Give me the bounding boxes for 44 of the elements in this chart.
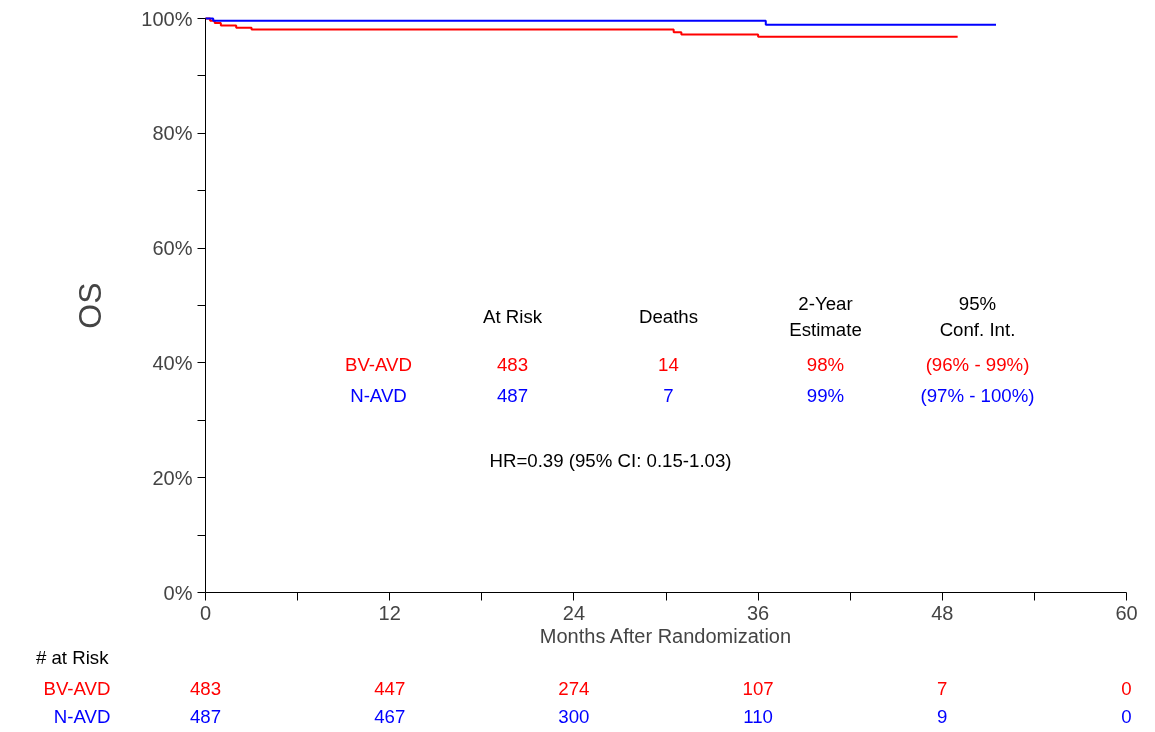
text: 447 (374, 678, 406, 699)
annotation: 483 (496, 354, 529, 375)
y-tick-label: 40% (152, 351, 193, 374)
text: 0 (1121, 678, 1132, 699)
text: 300 (558, 706, 590, 727)
annotation: 2-Year Estimate (789, 293, 862, 340)
x-tick-label: 24 (562, 601, 586, 624)
y-tick-label: 0% (163, 581, 193, 604)
annotation: 487 (496, 385, 529, 406)
text: N-AVD (53, 706, 111, 727)
annotation: 98% (806, 354, 845, 375)
text: 9 (937, 706, 948, 727)
y-tick-label: 80% (152, 122, 193, 145)
annotation: 7 (663, 385, 674, 406)
annotation: Deaths (638, 306, 699, 327)
annotation: At Risk (482, 306, 543, 327)
annotation: (97% - 100%) (920, 385, 1035, 406)
y-tick-label: 20% (152, 466, 193, 489)
y-tick-label: 60% (152, 237, 193, 260)
x-tick-label: 12 (378, 601, 401, 624)
text: 110 (743, 706, 773, 727)
text: 0 (1121, 706, 1132, 727)
y-tick-label: 100% (141, 7, 193, 30)
annotation: HR=0.39 (95% CI: 0.15-1.03) (489, 450, 732, 471)
y-axis-title: OS (72, 282, 109, 329)
text: 467 (374, 706, 406, 727)
text: N-AVD (350, 385, 407, 406)
annotation: 95% Conf. Int. (939, 293, 1016, 340)
annotation: 14 (658, 354, 679, 375)
annotation: 99% (806, 385, 845, 406)
x-axis-title: Months After Randomization (539, 624, 792, 647)
text: 274 (558, 678, 590, 699)
text: BV-AVD (43, 678, 111, 699)
x-tick-label: 0 (199, 601, 212, 624)
text: 7 (937, 678, 948, 699)
text: 483 (189, 678, 222, 699)
text: 487 (189, 706, 222, 727)
x-tick-label: 60 (1115, 601, 1138, 624)
x-tick-label: 48 (931, 601, 954, 624)
text: # at Risk (35, 647, 110, 668)
annotation: (96% - 99%) (925, 354, 1030, 375)
x-tick-label: 36 (746, 601, 770, 624)
text: 107 (742, 678, 774, 699)
text: BV-AVD (344, 354, 413, 375)
